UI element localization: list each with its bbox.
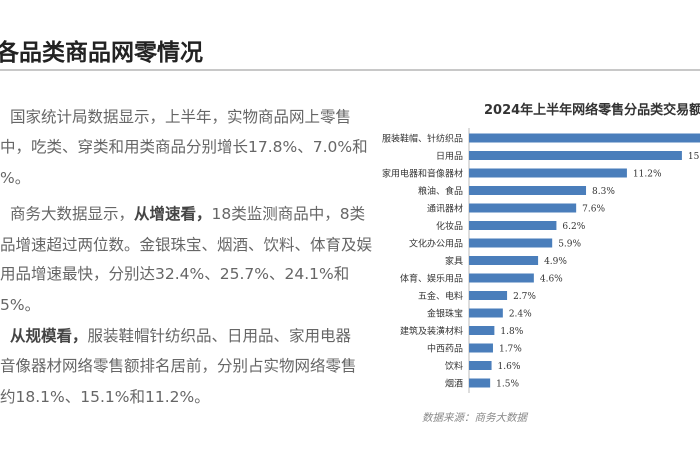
paragraph-line: 国家统计局数据显示，上半年，实物商品网上零售 xyxy=(10,108,352,126)
bar xyxy=(469,238,553,248)
data-label: 5.9% xyxy=(558,240,581,250)
data-label: 7.6% xyxy=(582,205,605,215)
chart-title: 2024年上半年网络零售分品类交易额占比 xyxy=(484,103,700,118)
category-label: 体育、娱乐用品 xyxy=(400,273,463,285)
category-label: 文化办公用品 xyxy=(409,238,463,250)
category-label: 通讯器材 xyxy=(427,203,463,215)
data-label: 6.2% xyxy=(562,222,585,232)
paragraph-line: 约18.1%、15.1%和11.2%。 xyxy=(0,388,210,406)
paragraph-line: 音像器材网络零售额排名居前，分别占实物网络零售 xyxy=(0,357,357,375)
category-label: 中西药品 xyxy=(427,343,463,355)
bar xyxy=(469,343,493,353)
category-label: 服装鞋帽、针纺织品 xyxy=(382,133,463,145)
slide-title: 各品类商品网零情况 xyxy=(0,40,203,66)
bar xyxy=(469,221,557,230)
bar xyxy=(469,273,534,283)
data-label: 1.8% xyxy=(500,327,523,337)
bar xyxy=(469,291,508,300)
paragraph-text: 18类监测商品中，8类 xyxy=(211,205,366,223)
paragraph-line: 从规模看，服装鞋帽针纺织品、日用品、家用电器 xyxy=(10,326,390,346)
paragraph-line: 中，吃类、穿类和用类商品分别增长17.8%、7.0%和 xyxy=(0,138,368,156)
bar xyxy=(469,361,492,370)
category-label: 化妆品 xyxy=(436,220,463,232)
title-divider xyxy=(0,69,700,71)
paragraph-line: %。 xyxy=(0,169,31,187)
bar xyxy=(469,133,700,143)
bar xyxy=(469,151,682,160)
category-label: 家用电器和音像器材 xyxy=(382,168,463,180)
data-label: 1.7% xyxy=(499,345,522,355)
paragraph-line: 品增速超过两位数。金银珠宝、烟酒、饮料、体育及娱 xyxy=(0,236,373,254)
category-label: 日用品 xyxy=(436,151,463,162)
category-label: 粮油、食品 xyxy=(418,185,463,197)
category-label: 饮料 xyxy=(445,360,463,372)
bar xyxy=(469,203,577,213)
bar xyxy=(469,168,627,178)
bar xyxy=(469,186,587,195)
paragraph-text: 商务大数据显示， xyxy=(10,205,135,223)
paragraph-text: 服装鞋帽针纺织品、日用品、家用电器 xyxy=(87,327,352,345)
chart-source: 数据来源：商务大数据 xyxy=(422,412,527,424)
data-label: 4.9% xyxy=(544,257,567,267)
bar xyxy=(469,256,539,265)
bar xyxy=(469,326,495,335)
bar xyxy=(469,378,491,388)
category-label: 金银珠宝 xyxy=(427,308,463,320)
paragraph-line: 用品增速最快，分别达32.4%、25.7%、24.1%和 xyxy=(0,265,350,283)
data-label: 2.4% xyxy=(509,310,532,320)
paragraph-line: 5%。 xyxy=(0,296,41,314)
bar xyxy=(469,308,503,318)
paragraph-line: 商务大数据显示，从增速看，18类监测商品中，8类 xyxy=(10,204,390,224)
data-label: 2.7% xyxy=(513,292,536,302)
category-label: 家具 xyxy=(445,255,463,267)
category-label: 建筑及装潢材料 xyxy=(400,325,463,337)
data-label: 8.3% xyxy=(592,187,615,197)
emphasis-text: 从规模看， xyxy=(10,327,88,345)
data-label: 4.6% xyxy=(540,275,563,285)
category-label: 烟酒 xyxy=(445,378,463,390)
data-label: 1.6% xyxy=(498,362,521,372)
emphasis-text: 从增速看， xyxy=(134,205,212,223)
data-label: 11.2% xyxy=(633,170,662,180)
category-label: 五金、电料 xyxy=(418,290,463,302)
data-label: 15.1% xyxy=(688,152,700,162)
data-label: 1.5% xyxy=(496,380,519,390)
